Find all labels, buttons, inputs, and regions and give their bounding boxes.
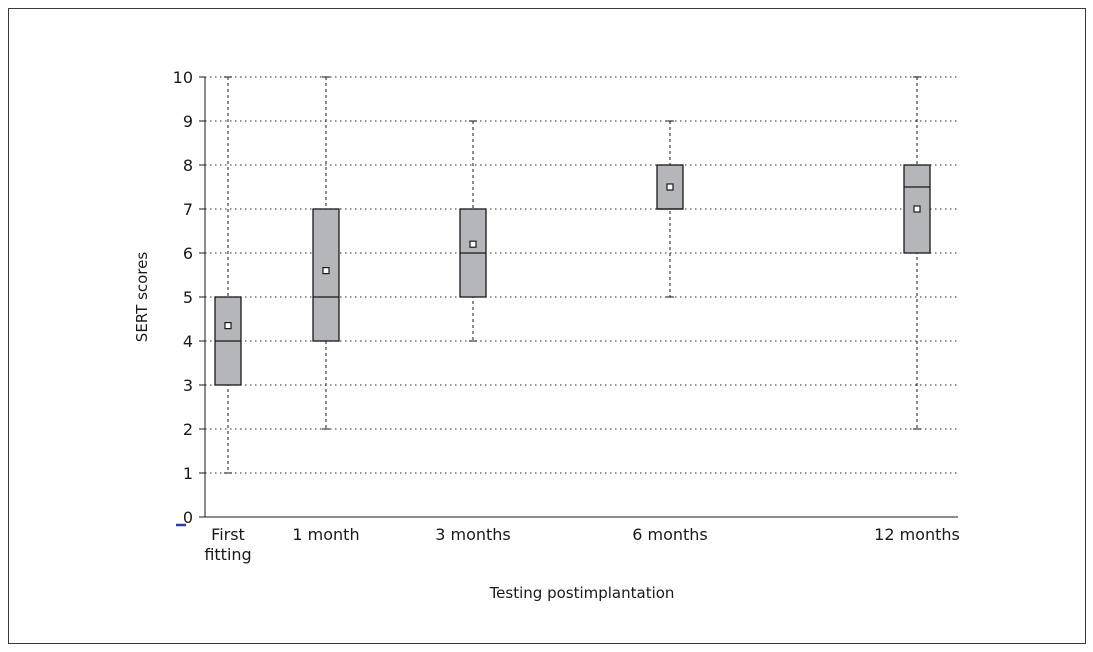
y-tick-label-8: 8 xyxy=(183,156,193,175)
y-tick-label-3: 3 xyxy=(183,376,193,395)
mean-marker xyxy=(666,183,674,191)
mean-marker xyxy=(913,205,921,213)
x-axis-title: Testing postimplantation xyxy=(489,584,675,602)
y-tick-label-6: 6 xyxy=(183,244,193,263)
x-category-label-1: First xyxy=(211,525,245,544)
boxes xyxy=(214,76,931,474)
x-category-label-4: 6 months xyxy=(632,525,708,544)
y-tick-label-7: 7 xyxy=(183,200,193,219)
box-1 xyxy=(214,76,242,474)
chart-frame xyxy=(8,8,1086,644)
x-category-label-2: 1 month xyxy=(292,525,359,544)
y-tick-label-1: 1 xyxy=(183,464,193,483)
y-axis-title: SERT scores xyxy=(133,252,151,343)
x-category-label-3: 3 months xyxy=(435,525,511,544)
mean-marker xyxy=(224,322,232,330)
mean-marker xyxy=(469,240,477,248)
box-2 xyxy=(312,76,340,430)
mean-marker xyxy=(322,267,330,275)
y-tick-label-2: 2 xyxy=(183,420,193,439)
x-category-label-1: fitting xyxy=(204,545,251,564)
box-3 xyxy=(459,120,487,342)
box-5 xyxy=(903,76,931,430)
y-tick-label-5: 5 xyxy=(183,288,193,307)
box-iqr xyxy=(312,208,340,342)
axes xyxy=(176,76,958,527)
x-category-label-5: 12 months xyxy=(874,525,960,544)
box-4 xyxy=(656,120,684,298)
y-tick-label-9: 9 xyxy=(183,112,193,131)
y-tick-label-10: 10 xyxy=(173,68,193,87)
y-tick-label-4: 4 xyxy=(183,332,193,351)
y-tick-label-0: 0 xyxy=(183,508,193,527)
